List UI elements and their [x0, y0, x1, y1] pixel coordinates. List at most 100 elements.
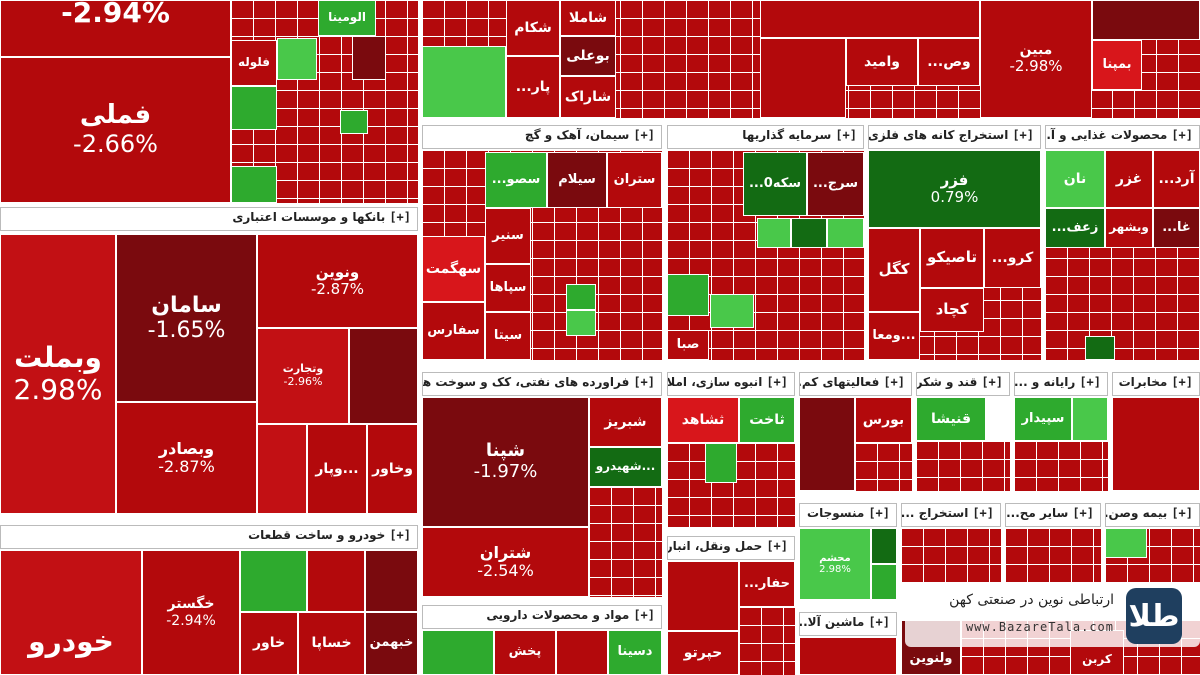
tile-vsarj[interactable]: ...سرج: [807, 152, 864, 216]
cluster-sugar[interactable]: [916, 441, 1010, 491]
tile-boali[interactable]: بوعلی: [560, 36, 616, 76]
tile-shahid[interactable]: شهیدرو...: [589, 447, 662, 487]
tile-takhat[interactable]: ثاخت: [739, 397, 795, 443]
tile-green-inv5[interactable]: [710, 294, 754, 328]
tile-dapakhsh[interactable]: پخش: [494, 630, 556, 675]
tile-kro[interactable]: ...کرو: [984, 228, 1041, 288]
sector-header-investment[interactable]: [+]سرمایه گذاریها: [667, 125, 864, 149]
tile-sharak[interactable]: شاراک: [560, 76, 616, 118]
cluster-realestate[interactable]: [667, 443, 795, 527]
tile-green-ins[interactable]: [1105, 528, 1147, 558]
tile-green-inv3[interactable]: [827, 218, 864, 248]
sector-header-finance-activities[interactable]: [+]فعالیتهای کم...: [799, 372, 912, 396]
tile-zeaf[interactable]: ...زعف: [1045, 208, 1105, 248]
tile-bours[interactable]: بورس: [855, 397, 912, 443]
sector-header-computer[interactable]: [+]رایانه و ...: [1014, 372, 1108, 396]
tile-vbsader[interactable]: وبصادر -2.87%: [116, 402, 257, 514]
sector-header-realestate[interactable]: [+]انبوه سازی، املا...: [667, 372, 795, 396]
tile-sanir[interactable]: سنیر: [485, 208, 531, 264]
tile-vpar[interactable]: وپار...: [307, 424, 367, 514]
tile-shebriz[interactable]: شبریز: [589, 397, 662, 447]
tile-ghazar[interactable]: غزر: [1105, 150, 1153, 208]
tile-kechad[interactable]: کچاد: [920, 288, 984, 332]
tile-green[interactable]: [240, 550, 307, 612]
tile-selam[interactable]: سیلام: [547, 152, 607, 208]
tile-red-ph[interactable]: [556, 630, 608, 675]
tile-safars[interactable]: سفارس: [422, 302, 485, 360]
tile-small-dark[interactable]: [349, 328, 418, 424]
tile-vbshahr[interactable]: وبشهر: [1105, 208, 1153, 248]
sector-header-food[interactable]: [+]محصولات غذایی و آ...: [1045, 125, 1200, 149]
sector-header-sugar[interactable]: [+]قند و شکر: [916, 372, 1010, 396]
tile-fameli[interactable]: فملی -2.66%: [0, 57, 231, 203]
tile-khavar[interactable]: خاور: [240, 612, 298, 675]
tile-small[interactable]: [257, 424, 307, 514]
tile-green-inv2[interactable]: [791, 218, 827, 248]
tile-green-4[interactable]: [231, 166, 277, 203]
tile-setran[interactable]: ستران: [607, 152, 662, 208]
cluster-extraction[interactable]: [901, 528, 1001, 582]
sector-header-cement[interactable]: [+]سیمان، آهک و گچ: [422, 125, 662, 149]
tile-fazar[interactable]: فزر 0.79%: [868, 150, 1041, 228]
tile-green-6[interactable]: [422, 46, 506, 118]
cluster-finance-activities[interactable]: [855, 443, 912, 491]
tile-folula[interactable]: فلوله: [231, 40, 277, 86]
tile-tashahd[interactable]: ثشاهد: [667, 397, 739, 443]
tile-ghe[interactable]: ...غا: [1153, 208, 1200, 248]
tile-dark[interactable]: [365, 550, 418, 612]
sector-header-metal-mining[interactable]: [+]استخراج کانه های فلزی: [868, 125, 1041, 149]
tile-hiarto[interactable]: حپرتو: [667, 631, 739, 675]
tile-sahgamt[interactable]: سهگمت: [422, 236, 485, 302]
tile-dark-2[interactable]: [352, 36, 386, 80]
tile-dgreen-tx[interactable]: [871, 528, 897, 564]
tile-shamla[interactable]: شاملا: [560, 0, 616, 36]
tile-vomid[interactable]: وامید: [846, 38, 918, 86]
tile-red-mc[interactable]: [799, 637, 897, 675]
tile-khbahman[interactable]: خبهمن: [365, 612, 418, 675]
tile-ghenisha[interactable]: قنیشا: [916, 397, 986, 441]
tile-red[interactable]: [307, 550, 365, 612]
tile-green-cem[interactable]: [566, 284, 596, 310]
cluster-computer[interactable]: [1014, 441, 1108, 491]
tile-khgostar[interactable]: خگستر -2.94%: [142, 550, 240, 675]
tile-vnovin[interactable]: ونوین -2.87%: [257, 234, 418, 328]
tile-vsaba[interactable]: صبا: [667, 330, 709, 360]
tile-vbmellat[interactable]: وبملت 2.98%: [0, 234, 116, 514]
tile-dark-fa[interactable]: [799, 397, 855, 491]
tile-bepna[interactable]: بمپنا: [1092, 40, 1142, 90]
tile-green-3[interactable]: [231, 86, 277, 130]
sector-header-insurance[interactable]: [+]بیمه وصن...: [1105, 503, 1200, 527]
tile-red-tel[interactable]: [1112, 397, 1200, 491]
tile-top-big[interactable]: -2.94%: [0, 0, 231, 57]
tile-mobin[interactable]: مبین -2.98%: [980, 0, 1092, 118]
sector-header-textiles[interactable]: [+]منسوجات: [799, 503, 897, 527]
tile-red-tr[interactable]: [760, 38, 846, 118]
sector-header-banks[interactable]: [+]بانکها و موسسات اعتباری: [0, 207, 418, 231]
tile-khsapa[interactable]: خساپا: [298, 612, 365, 675]
sector-header-telecom[interactable]: [+]مخابرات: [1112, 372, 1200, 396]
tile-green-2[interactable]: [277, 38, 317, 80]
tile-green-cem2[interactable]: [566, 310, 596, 336]
sector-header-petroleum[interactable]: [+]فراورده های نفتی، کک و سوخت هس...: [422, 372, 662, 396]
sector-header-transport[interactable]: [+]حمل ونقل، انبار...: [667, 536, 795, 560]
tile-vkhavar[interactable]: وخاور: [367, 424, 418, 514]
tile-green-inv4[interactable]: [667, 274, 709, 316]
tile-vsekeh[interactable]: ...سکه0: [743, 152, 807, 216]
tile-shabna[interactable]: شپنا -1.97%: [422, 397, 589, 527]
cluster-other-mining[interactable]: [1005, 528, 1101, 582]
tile-par[interactable]: ...پار: [506, 56, 560, 118]
tile-saman[interactable]: سامان -1.65%: [116, 234, 257, 402]
tile-shetran[interactable]: شتران -2.54%: [422, 527, 589, 597]
tile-shakam[interactable]: شکام: [506, 0, 560, 56]
sector-header-extraction[interactable]: [+]استخراج ...: [901, 503, 1001, 527]
sector-header-pharma[interactable]: [+]مواد و محصولات دارویی: [422, 605, 662, 629]
cluster-transport[interactable]: [739, 607, 795, 675]
tile-sita[interactable]: سیتا: [485, 312, 531, 360]
sector-header-auto[interactable]: [+]خودرو و ساخت قطعات: [0, 525, 418, 549]
tile-sepaha[interactable]: سپاها: [485, 264, 531, 312]
tile-green-food[interactable]: [1085, 336, 1115, 360]
tile-hefar[interactable]: ...حفار: [739, 561, 795, 607]
tile-green-5[interactable]: [340, 110, 368, 134]
tile-vomaa[interactable]: ومعا...: [868, 312, 920, 360]
tile-dark-tr[interactable]: [760, 0, 980, 38]
